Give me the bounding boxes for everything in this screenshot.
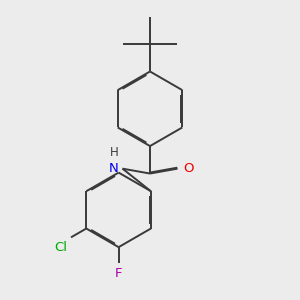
Text: O: O bbox=[183, 162, 194, 175]
Text: H: H bbox=[110, 146, 118, 159]
Text: Cl: Cl bbox=[54, 241, 67, 254]
Text: N: N bbox=[109, 162, 118, 175]
Text: F: F bbox=[115, 267, 122, 280]
